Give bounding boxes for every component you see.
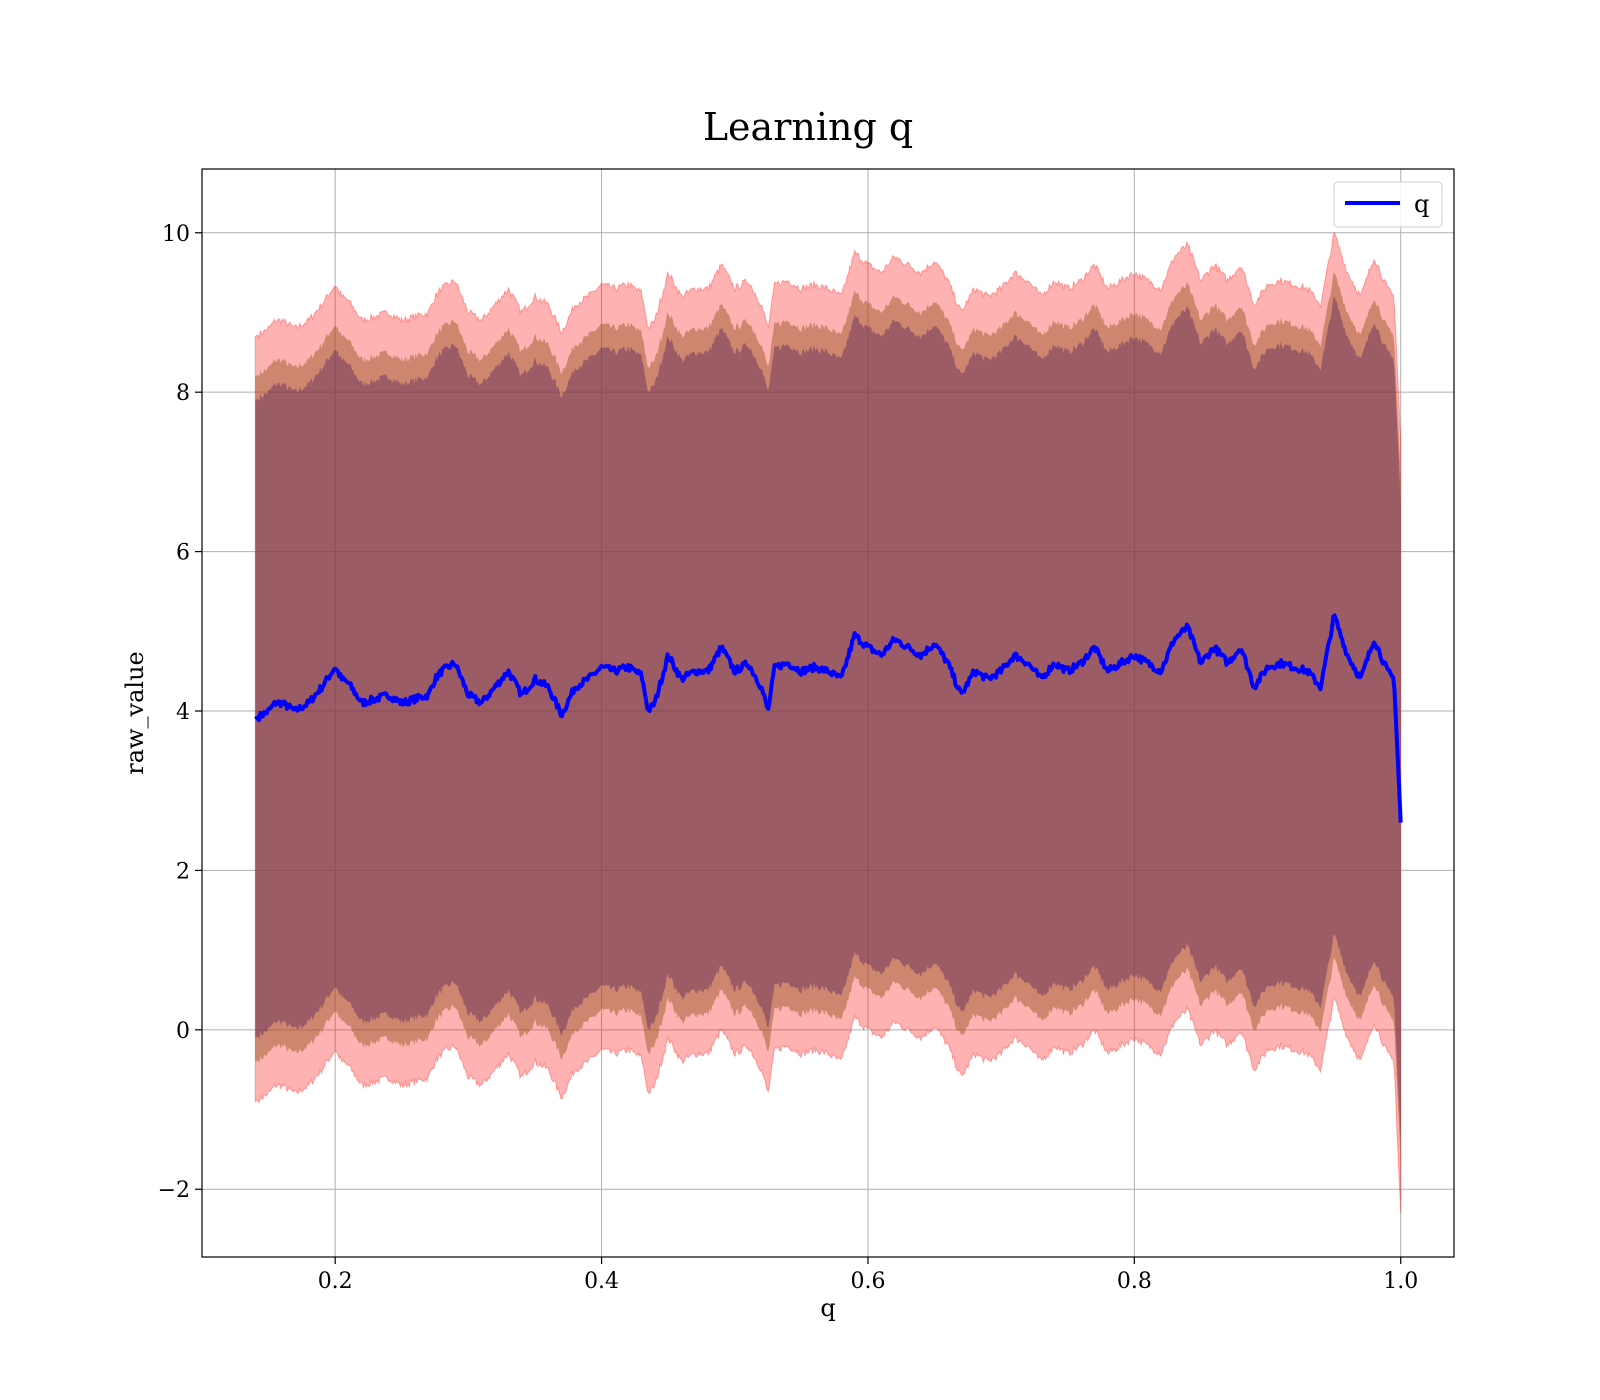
legend: q — [1333, 181, 1443, 228]
x-tick-label: 0.8 — [1117, 1269, 1152, 1294]
series-line-q — [254, 613, 1403, 823]
legend-label-q: q — [1414, 190, 1429, 218]
band-inner — [255, 296, 1401, 1142]
band-middle — [255, 272, 1401, 1166]
x-tick-label: 0.2 — [318, 1269, 353, 1294]
y-tick-label: 2 — [176, 859, 190, 884]
y-tick-label: 6 — [176, 541, 190, 566]
x-tick-label: 1.0 — [1383, 1269, 1418, 1294]
x-axis: 0.2 0.4 0.6 0.8 1.0 — [318, 1257, 1418, 1294]
y-axis: −2 0 2 4 6 8 10 — [158, 222, 202, 1203]
plot-frame — [201, 168, 1455, 1258]
x-axis-label: q — [820, 1294, 835, 1322]
y-tick-label: −2 — [158, 1178, 190, 1203]
y-tick-label: 10 — [162, 222, 190, 247]
y-axis-label: raw_value — [121, 651, 149, 775]
chart-title: Learning q — [703, 105, 913, 149]
y-tick-label: 8 — [176, 381, 190, 406]
x-tick-label: 0.4 — [584, 1269, 619, 1294]
y-tick-label: 4 — [176, 700, 190, 725]
bands — [254, 231, 1402, 1214]
x-tick-label: 0.6 — [850, 1269, 885, 1294]
y-tick-label: 0 — [176, 1019, 190, 1044]
